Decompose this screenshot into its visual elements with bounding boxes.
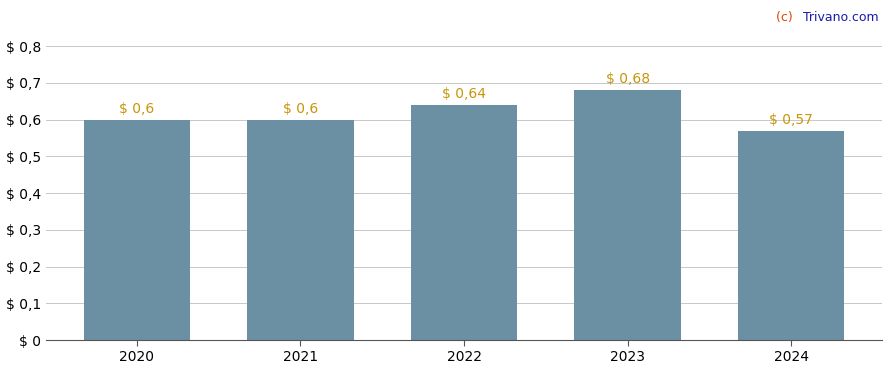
Text: (c): (c) [776,11,797,24]
Text: $ 0,64: $ 0,64 [442,87,486,101]
Text: $ 0,6: $ 0,6 [119,102,155,116]
Bar [738,131,844,340]
Bar [247,120,353,340]
Text: $ 0,57: $ 0,57 [769,113,813,127]
Bar [411,105,517,340]
Text: Trivano.com: Trivano.com [804,11,879,24]
Text: $ 0,6: $ 0,6 [283,102,318,116]
Bar [83,120,190,340]
Bar [575,90,681,340]
Text: $ 0,68: $ 0,68 [606,73,650,87]
